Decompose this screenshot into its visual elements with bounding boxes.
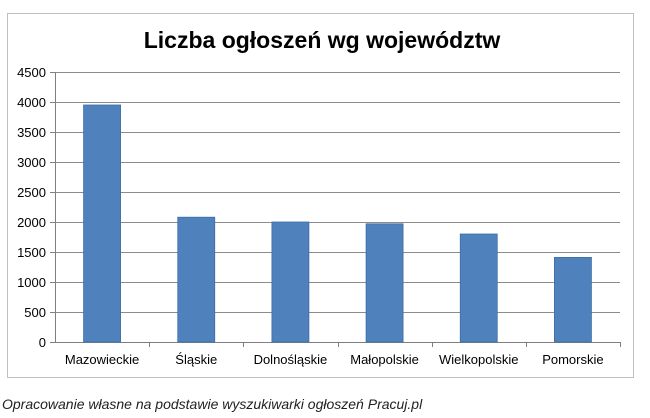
y-tick-label: 3000 xyxy=(17,155,46,170)
y-tick-label: 2500 xyxy=(17,185,46,200)
bar xyxy=(271,221,310,343)
bar xyxy=(459,233,498,343)
y-tick-label: 0 xyxy=(39,335,46,350)
x-tick-labels: Mazowieckie Śląskie Dolnośląskie Małopolski… xyxy=(65,352,604,367)
y-tick-label: 4500 xyxy=(17,65,46,80)
bars xyxy=(83,104,592,343)
x-tick-label: Małopolskie xyxy=(350,352,419,367)
x-tick-label: Dolnośląskie xyxy=(254,352,328,367)
x-tick-label: Śląskie xyxy=(175,352,217,367)
x-tick-label: Mazowieckie xyxy=(65,352,139,367)
bar xyxy=(365,223,404,343)
x-tick-label: Pomorskie xyxy=(542,352,603,367)
y-tick-label: 500 xyxy=(24,305,46,320)
y-tick-label: 3500 xyxy=(17,125,46,140)
y-tick-label: 2000 xyxy=(17,215,46,230)
y-tick-label: 1000 xyxy=(17,275,46,290)
x-tick-label: Wielkopolskie xyxy=(439,352,518,367)
gridlines xyxy=(50,72,620,343)
bar xyxy=(177,216,216,343)
bar xyxy=(83,104,121,343)
y-tick-labels: 0 500 1000 1500 2000 2500 3000 3500 4000 4500 xyxy=(17,65,46,350)
y-tick-label: 1500 xyxy=(17,245,46,260)
source-caption: Opracowanie własne na podstawie wyszukiw… xyxy=(2,396,423,412)
bar xyxy=(554,256,592,343)
y-tick-label: 4000 xyxy=(17,95,46,110)
chart-title: Liczba ogłoszeń wg województw xyxy=(144,27,501,53)
axes xyxy=(55,72,621,347)
